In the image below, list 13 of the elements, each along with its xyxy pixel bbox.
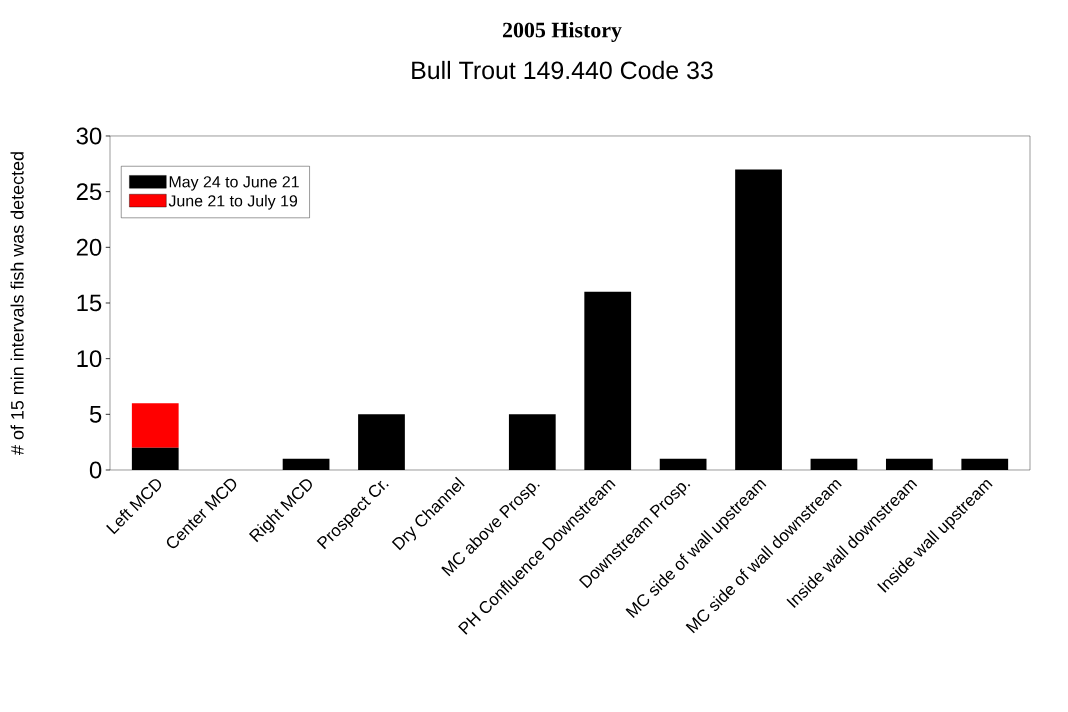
- y-tick-label: 10: [77, 350, 102, 368]
- legend-label: June 21 to July 19: [168, 194, 298, 210]
- y-tick-label: 5: [89, 405, 102, 423]
- chart-title: 2005 History: [502, 22, 622, 42]
- y-tick-label: 15: [77, 294, 102, 312]
- chart-subtitle: Bull Trout 149.440 Code 33: [412, 60, 713, 80]
- bar: [131, 403, 179, 448]
- legend-label: May 24 to June 21: [169, 176, 299, 191]
- y-tick-label: 0: [89, 461, 102, 479]
- y-axis-title: # of 15 min intervals fish was detected: [10, 152, 24, 455]
- y-tick-label: 20: [76, 238, 102, 256]
- y-tick-label: 30: [76, 127, 102, 145]
- y-tick-label: 25: [76, 183, 102, 201]
